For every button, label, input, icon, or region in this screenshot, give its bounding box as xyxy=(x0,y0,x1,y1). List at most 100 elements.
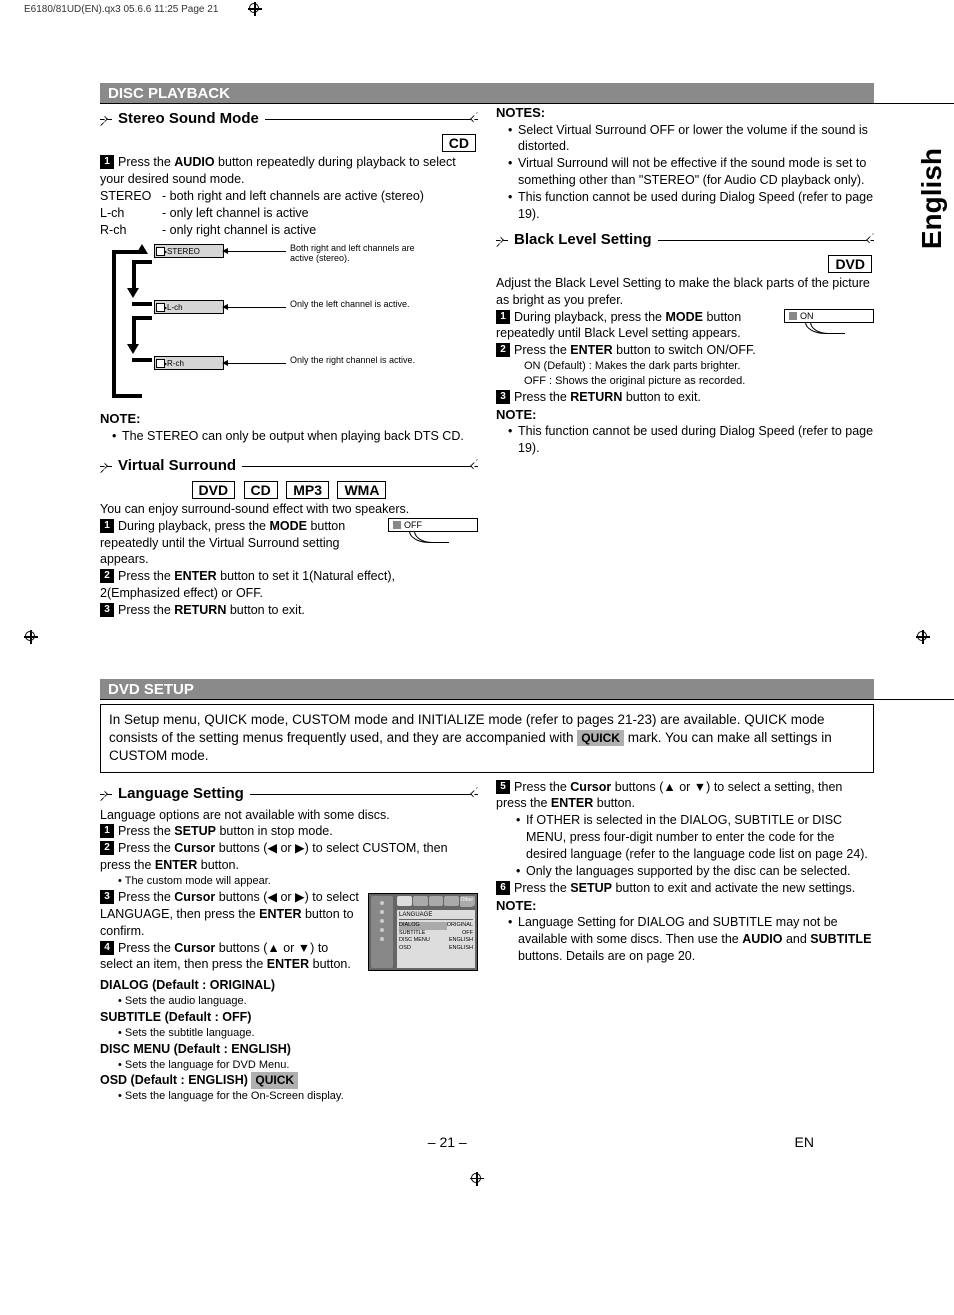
format-cd: CD xyxy=(244,481,278,499)
step: 1Press the SETUP button in stop mode. xyxy=(100,823,478,840)
subhead-blacklevel: Black Level Setting xyxy=(496,231,874,249)
page-footer: – 21 – EN xyxy=(100,1134,874,1150)
note-list: Select Virtual Surround OFF or lower the… xyxy=(518,122,874,223)
quick-badge: QUICK xyxy=(577,730,624,746)
step-number-icon: 3 xyxy=(496,390,510,404)
diag-caption: Both right and left channels are active … xyxy=(290,244,440,264)
osd-value: OFF xyxy=(404,520,422,530)
step: 2Press the ENTER button to set it 1(Natu… xyxy=(100,568,478,602)
setup-intro: In Setup menu, QUICK mode, CUSTOM mode a… xyxy=(109,711,865,766)
note-item: Select Virtual Surround OFF or lower the… xyxy=(518,122,874,156)
sub-step: • The custom mode will appear. xyxy=(118,874,478,889)
osd-illustration: OFF xyxy=(388,518,478,536)
step-number-icon: 1 xyxy=(100,519,114,533)
subhead-label: Stereo Sound Mode xyxy=(112,110,265,127)
note-list: The STEREO can only be output when playi… xyxy=(122,428,478,445)
remote-row: DISC MENUENGLISH xyxy=(399,937,473,945)
quick-badge: QUICK xyxy=(251,1072,298,1088)
page-language: EN xyxy=(795,1134,814,1150)
diag-lch-box: L-ch xyxy=(154,300,224,314)
osd-illustration: ON xyxy=(784,309,874,327)
list-item: If OTHER is selected in the DIALOG, SUBT… xyxy=(526,812,874,863)
list-item: Only the languages supported by the disc… xyxy=(526,863,874,880)
arrow-left-icon xyxy=(222,304,228,310)
format-dvd: DVD xyxy=(192,481,236,499)
format-row: DVD CD MP3 WMA xyxy=(100,479,478,501)
step-number-icon: 3 xyxy=(100,603,114,617)
remote-row: OSDENGLISH xyxy=(399,945,473,953)
step: 5Press the Cursor buttons (▲ or ▼) to se… xyxy=(496,779,874,813)
note-item: Language Setting for DIALOG and SUBTITLE… xyxy=(518,914,874,965)
print-header: E6180/81UD(EN).qx3 05.6.6 11:25 Page 21 xyxy=(20,0,934,18)
step-number-icon: 3 xyxy=(100,890,114,904)
step-number-icon: 1 xyxy=(496,310,510,324)
section-title: DVD SETUP xyxy=(108,681,194,698)
remote-screen-illustration: Other LANGUAGE DIALOGORIGINAL SUBTITLEOF… xyxy=(368,893,478,971)
step-number-icon: 2 xyxy=(496,343,510,357)
bottom-registration xyxy=(20,1170,934,1188)
arrow-left-icon xyxy=(222,360,228,366)
step-number-icon: 6 xyxy=(496,881,510,895)
setup-intro-box: In Setup menu, QUICK mode, CUSTOM mode a… xyxy=(100,704,874,773)
diag-caption: Only the left channel is active. xyxy=(290,300,440,310)
step: 2Press the ENTER button to switch ON/OFF… xyxy=(496,342,874,359)
option-desc: • Sets the subtitle language. xyxy=(118,1026,478,1041)
step: 1Press the AUDIO button repeatedly durin… xyxy=(100,154,478,188)
intro-text: Language options are not available with … xyxy=(100,807,478,824)
remote-row: DIALOGORIGINAL xyxy=(399,922,473,930)
subhead-label: Virtual Surround xyxy=(112,457,242,474)
note-item: The STEREO can only be output when playi… xyxy=(122,428,478,445)
note-list: Language Setting for DIALOG and SUBTITLE… xyxy=(518,914,874,965)
sub-step: OFF : Shows the original picture as reco… xyxy=(524,374,874,389)
step-number-icon: 1 xyxy=(100,824,114,838)
step: 2Press the Cursor buttons (◀ or ▶) to se… xyxy=(100,840,478,874)
section-disc-playback: DISC PLAYBACK xyxy=(100,83,874,104)
arrow-up-icon xyxy=(136,244,148,254)
arrow-left-icon xyxy=(222,248,228,254)
print-file-info: E6180/81UD(EN).qx3 05.6.6 11:25 Page 21 xyxy=(24,4,218,15)
note-heading: NOTE: xyxy=(496,897,874,915)
note-heading: NOTE: xyxy=(100,410,478,428)
arrow-down-icon xyxy=(127,344,139,354)
remote-row: SUBTITLEOFF xyxy=(399,930,473,938)
subhead-vsurround: Virtual Surround xyxy=(100,457,478,475)
registration-mark-icon xyxy=(248,2,262,16)
stereo-diagram: STEREO L-ch R-ch xyxy=(106,244,478,404)
note-item: This function cannot be used during Dial… xyxy=(518,189,874,223)
option-heading: OSD (Default : ENGLISH) QUICK xyxy=(100,1072,478,1089)
page-number: – 21 – xyxy=(428,1134,467,1150)
format-cd: CD xyxy=(442,134,476,152)
option-desc: • Sets the language for the On-Screen di… xyxy=(118,1089,478,1104)
channel-desc: R-ch- only right channel is active xyxy=(100,222,478,239)
step-number-icon: 5 xyxy=(496,780,510,794)
channel-desc: STEREO- both right and left channels are… xyxy=(100,188,478,205)
intro-text: You can enjoy surround-sound effect with… xyxy=(100,501,478,518)
step: 3Press the RETURN button to exit. xyxy=(496,389,874,406)
format-mp3: MP3 xyxy=(286,481,329,499)
note-heading: NOTES: xyxy=(496,104,874,122)
osd-icon xyxy=(393,521,401,529)
registration-mark-icon xyxy=(916,630,930,644)
step: 3Press the RETURN button to exit. xyxy=(100,602,478,619)
option-desc: • Sets the language for DVD Menu. xyxy=(118,1058,478,1073)
step-number-icon: 1 xyxy=(100,155,114,169)
remote-header: LANGUAGE xyxy=(399,912,473,920)
osd-icon xyxy=(789,312,797,320)
intro-text: Adjust the Black Level Setting to make t… xyxy=(496,275,874,309)
section-title: DISC PLAYBACK xyxy=(108,85,230,102)
subhead-label: Black Level Setting xyxy=(508,231,658,248)
step-number-icon: 4 xyxy=(100,941,114,955)
option-heading: SUBTITLE (Default : OFF) xyxy=(100,1009,478,1026)
language-tab: English xyxy=(910,140,954,257)
step-number-icon: 2 xyxy=(100,841,114,855)
sub-step: ON (Default) : Makes the dark parts brig… xyxy=(524,359,874,374)
option-heading: DISC MENU (Default : ENGLISH) xyxy=(100,1041,478,1058)
note-item: Virtual Surround will not be effective i… xyxy=(518,155,874,189)
format-dvd: DVD xyxy=(828,255,872,273)
registration-mark-icon xyxy=(24,630,38,644)
diag-stereo-box: STEREO xyxy=(154,244,224,258)
registration-mark-icon xyxy=(470,1172,484,1186)
section-dvd-setup: DVD SETUP xyxy=(100,679,874,700)
osd-value: ON xyxy=(800,311,814,321)
option-heading: DIALOG (Default : ORIGINAL) xyxy=(100,977,478,994)
